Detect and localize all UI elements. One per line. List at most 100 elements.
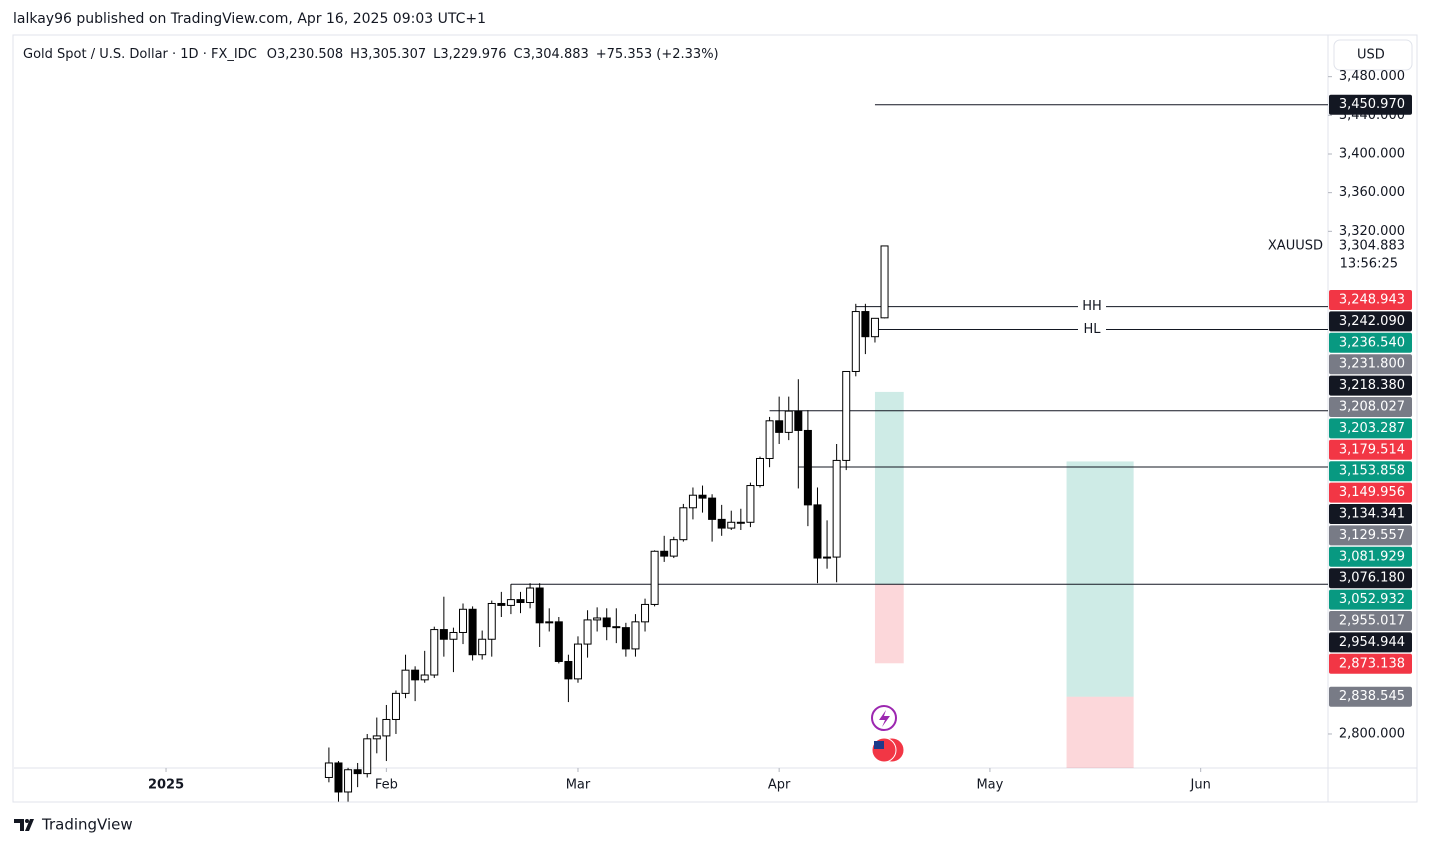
- last-price: 3,304.883: [1339, 238, 1405, 253]
- y-tick-label: 3,480.000: [1339, 69, 1405, 84]
- price-label-bg: [1329, 461, 1412, 482]
- symbol: Gold Spot / U.S. Dollar · 1D · FX_IDC: [23, 47, 257, 62]
- legend-value: H3,305.307: [350, 47, 426, 62]
- candle-body: [497, 602, 506, 606]
- candle-body: [784, 410, 793, 433]
- price-label: 3,208.027: [1339, 400, 1405, 415]
- candle-body: [842, 370, 851, 461]
- brand: TradingView: [41, 816, 133, 834]
- target-zone: [874, 391, 904, 585]
- y-tick-label: 3,400.000: [1339, 146, 1405, 161]
- x-tick-label: Feb: [375, 778, 398, 793]
- price-label: 2,954.944: [1339, 635, 1405, 650]
- price-label: 3,153.858: [1339, 464, 1405, 479]
- candle-body: [535, 587, 544, 624]
- candle-body: [736, 521, 745, 524]
- price-label: 3,203.287: [1339, 421, 1405, 436]
- candle-body: [583, 619, 592, 645]
- price-label: 2,873.138: [1339, 656, 1405, 671]
- currency-button[interactable]: [1333, 39, 1413, 71]
- price-label-bg: [1329, 439, 1412, 460]
- price-label-bg: [1329, 589, 1412, 610]
- logo-mark: [25, 819, 29, 823]
- price-label: 3,450.970: [1339, 97, 1405, 112]
- price-label: 3,231.800: [1339, 357, 1405, 372]
- x-tick-label: Mar: [566, 778, 591, 793]
- logo-mark: [14, 819, 34, 831]
- event-icons: [871, 705, 905, 763]
- candle-body: [324, 762, 333, 778]
- ray-label-bg: [1078, 298, 1106, 315]
- candle-body: [755, 457, 764, 487]
- price-label-bg: [1329, 568, 1412, 589]
- price-label: 3,076.180: [1339, 571, 1405, 586]
- candle-body: [698, 494, 707, 499]
- x-tick-label: 2025: [148, 778, 184, 793]
- candle-body: [708, 497, 717, 520]
- candle-body: [439, 629, 448, 640]
- candle-body: [775, 420, 784, 433]
- price-label-bg: [1329, 611, 1412, 632]
- price-label-bg: [1329, 375, 1412, 396]
- legend-value: C3,304.883: [514, 47, 589, 62]
- price-label: 3,218.380: [1339, 378, 1405, 393]
- chart-frame: [12, 34, 1418, 803]
- currency[interactable]: USD: [1357, 48, 1385, 63]
- candle-body: [468, 608, 477, 656]
- y-tick-label: 2,800.000: [1339, 726, 1405, 741]
- ray-label: HH: [1082, 299, 1102, 314]
- candle-body: [621, 627, 630, 650]
- ray-label: HL: [1083, 322, 1101, 337]
- candle-body: [382, 718, 391, 737]
- candle-body: [449, 631, 458, 640]
- candle-body: [727, 521, 736, 529]
- candle-body: [334, 762, 343, 793]
- price-label: 3,081.929: [1339, 549, 1405, 564]
- candle-body: [813, 504, 822, 559]
- stop-zone: [874, 584, 904, 664]
- price-label-bg: [1329, 653, 1412, 674]
- candle-body: [765, 420, 774, 459]
- countdown: 13:56:25: [1340, 256, 1398, 271]
- icon: [874, 741, 884, 749]
- stop-zone: [1066, 696, 1134, 768]
- price-label-bg: [1329, 525, 1412, 546]
- candle-body: [823, 556, 832, 559]
- candle-body: [420, 674, 429, 681]
- candle-body: [401, 669, 410, 694]
- candle-body: [372, 735, 381, 740]
- price-label: 3,134.341: [1339, 507, 1405, 522]
- candle-body: [545, 621, 554, 624]
- candle-body: [506, 599, 515, 606]
- price-label-bg: [1329, 418, 1412, 439]
- candle-body: [602, 617, 611, 628]
- legend-value: +75.353 (+2.33%): [596, 47, 719, 62]
- candle-body: [459, 608, 468, 633]
- candle-body: [612, 626, 621, 629]
- candle-body: [391, 692, 400, 720]
- candle-body: [554, 621, 563, 662]
- candle-body: [593, 617, 602, 621]
- candle-body: [794, 410, 803, 431]
- candle-body: [430, 629, 439, 676]
- candle-body: [363, 738, 372, 775]
- candle-body: [746, 485, 755, 523]
- x-tick-label: Jun: [1190, 778, 1211, 793]
- candle-body: [344, 769, 353, 793]
- price-label-bg: [1329, 632, 1412, 653]
- candle-body: [679, 507, 688, 541]
- price-label: 3,149.956: [1339, 485, 1405, 500]
- candle-body: [870, 317, 879, 338]
- price-label-bg: [1329, 397, 1412, 418]
- candle-body: [487, 602, 496, 640]
- candle-body: [516, 599, 525, 604]
- price-label-bg: [1329, 332, 1412, 353]
- candle-body: [688, 494, 697, 509]
- candle-body: [669, 539, 678, 557]
- candle-body: [573, 643, 582, 680]
- y-tick-label: 3,360.000: [1339, 185, 1405, 200]
- price-label-bg: [1329, 686, 1412, 707]
- candle-body: [717, 518, 726, 529]
